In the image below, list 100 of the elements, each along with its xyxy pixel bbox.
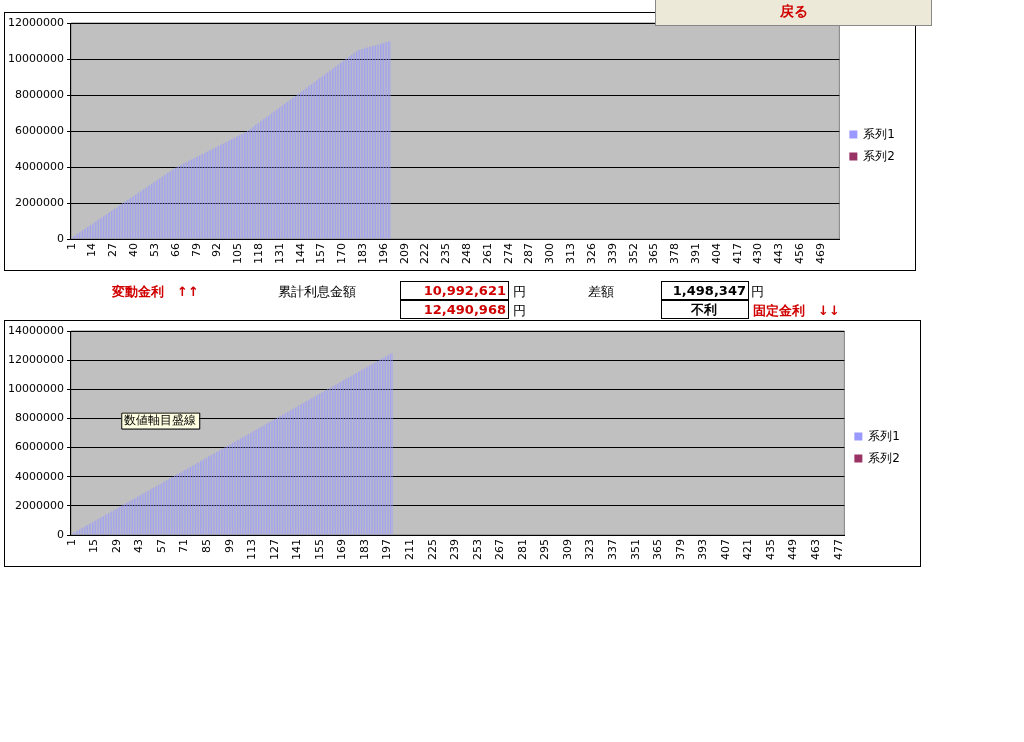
x-tick-label: 421 [741, 539, 755, 560]
x-tick-label: 155 [312, 539, 326, 560]
y-tick-label: 12000000 [7, 353, 64, 366]
x-tick-label: 14 [85, 243, 99, 257]
x-tick-label: 222 [418, 243, 432, 264]
text: 固定金利 ↓↓ [753, 302, 840, 320]
x-tick-label: 287 [522, 243, 536, 264]
x-tick-label: 323 [583, 539, 597, 560]
x-tick-label: 393 [696, 539, 710, 560]
text: 累計利息金額 [278, 283, 356, 301]
x-tick-label: 27 [106, 243, 120, 257]
x-tick-label: 225 [425, 539, 439, 560]
text: 不利 [661, 300, 749, 319]
x-tick-label: 71 [177, 539, 191, 553]
x-tick-label: 144 [293, 243, 307, 264]
x-tick-label: 443 [772, 243, 786, 264]
x-tick-label: 435 [763, 539, 777, 560]
x-tick-label: 79 [189, 243, 203, 257]
x-tick-label: 66 [168, 243, 182, 257]
text: 円 [751, 283, 764, 301]
x-tick-label: 113 [245, 539, 259, 560]
x-tick-label: 379 [673, 539, 687, 560]
x-tick-label: 157 [314, 243, 328, 264]
x-tick-label: 99 [222, 539, 236, 553]
text: 10,992,621 [400, 281, 509, 300]
x-tick-label: 274 [501, 243, 515, 264]
x-tick-label: 118 [251, 243, 265, 264]
y-tick-label: 6000000 [14, 440, 64, 454]
x-tick-label: 407 [718, 539, 732, 560]
x-tick-label: 169 [335, 539, 349, 560]
x-tick-label: 43 [132, 539, 146, 553]
annotation: 数値軸目盛線 [124, 413, 197, 428]
x-tick-label: 196 [376, 243, 390, 264]
y-tick-label: 4000000 [14, 159, 64, 173]
text: 差額 [588, 283, 614, 301]
x-tick-label: 313 [564, 243, 578, 264]
y-tick-label: 6000000 [14, 123, 64, 137]
x-tick-label: 261 [480, 243, 494, 264]
x-tick-label: 85 [199, 539, 213, 553]
y-tick-label: 14000000 [7, 323, 64, 337]
x-tick-label: 170 [335, 243, 349, 264]
x-tick-label: 105 [231, 243, 245, 264]
x-tick-label: 197 [380, 539, 394, 560]
x-tick-label: 239 [448, 539, 462, 560]
x-tick-label: 183 [355, 243, 369, 264]
x-tick-label: 57 [154, 539, 168, 553]
x-tick-label: 477 [831, 539, 845, 560]
y-tick-label: 8000000 [14, 411, 64, 425]
x-tick-label: 127 [267, 539, 281, 560]
x-tick-label: 131 [272, 243, 286, 264]
x-tick-label: 183 [357, 539, 371, 560]
y-tick-label: 4000000 [14, 469, 64, 483]
x-tick-label: 352 [626, 243, 640, 264]
x-tick-label: 15 [87, 539, 101, 553]
y-tick-label: 12000000 [7, 15, 64, 29]
x-tick-label: 456 [793, 243, 807, 264]
legend-label: 系列2 [863, 148, 896, 163]
x-tick-label: 1 [64, 539, 78, 546]
x-tick-label: 248 [460, 243, 474, 264]
x-tick-label: 337 [606, 539, 620, 560]
text: 変動金利 ↑↑ [112, 283, 199, 301]
x-tick-label: 365 [651, 539, 665, 560]
text: 円 [513, 302, 526, 320]
x-tick-label: 469 [813, 243, 827, 264]
x-tick-label: 253 [470, 539, 484, 560]
x-tick-label: 430 [751, 243, 765, 264]
x-tick-label: 209 [397, 243, 411, 264]
x-tick-label: 309 [560, 539, 574, 560]
y-tick-label: 0 [56, 231, 64, 245]
x-tick-label: 141 [290, 539, 304, 560]
x-tick-label: 351 [628, 539, 642, 560]
text: 1,498,347 [661, 281, 749, 300]
x-tick-label: 404 [709, 243, 723, 264]
x-tick-label: 326 [584, 243, 598, 264]
x-tick-label: 29 [109, 539, 123, 553]
y-tick-label: 10000000 [7, 51, 64, 65]
x-tick-label: 1 [64, 243, 78, 250]
x-tick-label: 391 [688, 243, 702, 264]
y-tick-label: 8000000 [14, 87, 64, 101]
x-tick-label: 365 [647, 243, 661, 264]
x-tick-label: 463 [809, 539, 823, 560]
legend-label: 系列1 [868, 428, 901, 443]
legend-label: 系列2 [868, 450, 901, 465]
y-tick-label: 0 [56, 527, 64, 541]
text: 円 [513, 283, 526, 301]
x-tick-label: 339 [605, 243, 619, 264]
x-tick-label: 300 [543, 243, 557, 264]
text: 12,490,968 [400, 300, 509, 319]
y-tick-label: 10000000 [7, 382, 64, 396]
x-tick-label: 281 [515, 539, 529, 560]
x-tick-label: 40 [127, 243, 141, 257]
x-tick-label: 378 [668, 243, 682, 264]
y-tick-label: 2000000 [14, 498, 64, 512]
x-tick-label: 92 [210, 243, 224, 257]
x-tick-label: 449 [786, 539, 800, 560]
x-tick-label: 211 [403, 539, 417, 560]
x-tick-label: 267 [493, 539, 507, 560]
x-tick-label: 53 [147, 243, 161, 257]
x-tick-label: 417 [730, 243, 744, 264]
text: 戻る [655, 0, 932, 26]
